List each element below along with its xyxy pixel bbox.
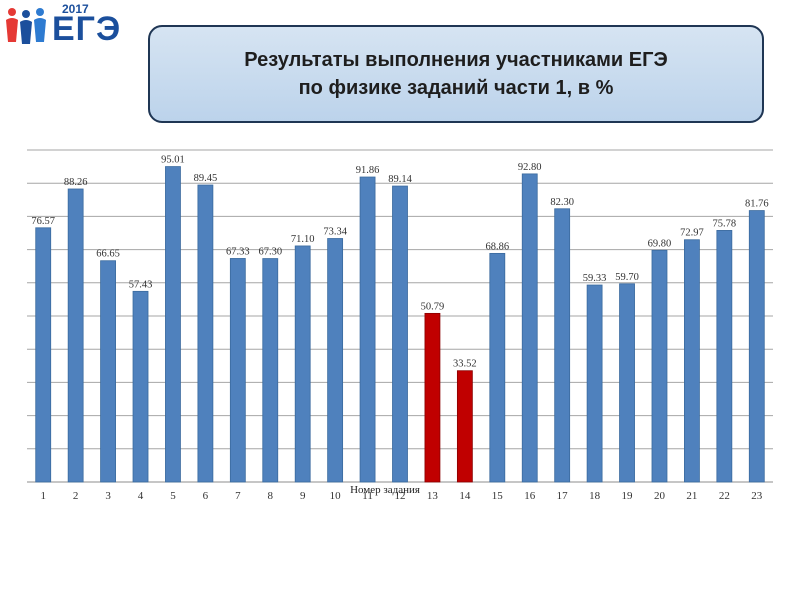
data-label-task-5: 95.01 [161,155,185,166]
bar-task-8 [262,258,279,483]
x-tick-labels: 1 2 3 4 5 6 7 8 9 10 11 12 13 14 15 16 17 18 19 20 21 22 23 [40,490,762,502]
bar-task-15 [489,252,506,483]
data-label-task-3: 66.65 [96,249,120,260]
x-tick-label-2: 2 [73,490,79,502]
bar-task-18 [586,284,603,483]
x-tick-label-3: 3 [105,490,111,502]
bar-task-7 [229,258,246,483]
x-tick-label-13: 13 [427,490,439,502]
x-tick-label-12: 12 [395,490,406,502]
data-label-task-14: 33.52 [453,359,477,370]
x-tick-label-18: 18 [589,490,601,502]
bar-task-1 [35,227,52,483]
data-label-task-22: 75.78 [713,218,737,229]
logo-word: ЕГЭ [52,10,122,48]
title-box: Результаты выполнения участниками ЕГЭ по… [148,25,764,123]
x-tick-label-14: 14 [459,490,471,502]
data-label-task-9: 71.10 [291,234,315,245]
x-tick-label-5: 5 [170,490,176,502]
chart-title-line-2: по физике заданий части 1, в % [298,77,614,99]
data-label-task-13: 50.79 [421,301,445,312]
data-labels: 76.57 88.26 66.65 57.43 95.01 89.45 67.33 67.30… [31,155,768,370]
data-label-task-8: 67.30 [258,247,282,258]
x-tick-label-6: 6 [203,490,209,502]
bar-task-2 [67,188,84,483]
x-tick-label-17: 17 [557,490,569,502]
bar-task-11 [359,176,376,483]
bar-task-10 [327,238,344,483]
data-label-task-20: 69.80 [648,238,672,249]
data-label-task-12: 89.14 [388,174,412,185]
bar-task-4 [132,290,149,483]
x-tick-label-16: 16 [524,490,536,502]
x-tick-label-19: 19 [622,490,634,502]
data-label-task-16: 92.80 [518,162,542,173]
data-label-task-1: 76.57 [31,216,55,227]
bar-task-12 [392,185,408,483]
bar-task-17 [554,208,571,483]
bar-task-6 [197,184,214,483]
x-tick-label-20: 20 [654,490,666,502]
logo-year: 2017 [62,2,89,16]
data-label-task-18: 59.33 [583,273,607,284]
x-tick-label-1: 1 [40,490,46,502]
bar-task-9 [294,245,311,483]
data-label-task-6: 89.45 [194,173,218,184]
bar-task-3 [100,260,116,483]
data-label-task-7: 67.33 [226,246,250,257]
bar-task-19 [619,283,635,483]
x-tick-label-21: 21 [686,490,697,502]
data-label-task-2: 88.26 [64,177,88,188]
x-tick-label-11: 11 [362,490,373,502]
x-tick-label-22: 22 [719,490,730,502]
bar-task-16 [521,173,538,483]
x-tick-label-4: 4 [138,490,144,502]
data-label-task-4: 57.43 [129,279,153,290]
bars [35,166,765,483]
bar-task-13 [424,312,441,483]
bar-task-5 [165,166,181,483]
x-tick-label-9: 9 [300,490,306,502]
ege-logo: 2017 ЕГЭ [4,2,140,48]
data-label-task-23: 81.76 [745,199,769,210]
x-axis-title: Номер задания [350,484,420,496]
data-label-task-15: 68.86 [485,241,509,252]
bar-task-23 [748,210,765,483]
people-figures-icon [6,8,46,44]
bar-task-21 [684,239,700,483]
data-label-task-19: 59.70 [615,272,639,283]
bar-task-22 [716,230,733,483]
bar-task-20 [651,249,668,483]
data-label-task-10: 73.34 [323,227,347,238]
data-label-task-17: 82.30 [550,197,574,208]
x-tick-label-10: 10 [330,490,342,502]
x-tick-label-8: 8 [268,490,274,502]
x-tick-label-23: 23 [751,490,763,502]
chart-title-line-1: Результаты выполнения участниками ЕГЭ [244,49,668,71]
x-tick-label-7: 7 [235,490,241,502]
data-label-task-21: 72.97 [680,228,704,239]
bar-task-14 [456,370,473,483]
x-tick-label-15: 15 [492,490,504,502]
data-label-task-11: 91.86 [356,165,380,176]
